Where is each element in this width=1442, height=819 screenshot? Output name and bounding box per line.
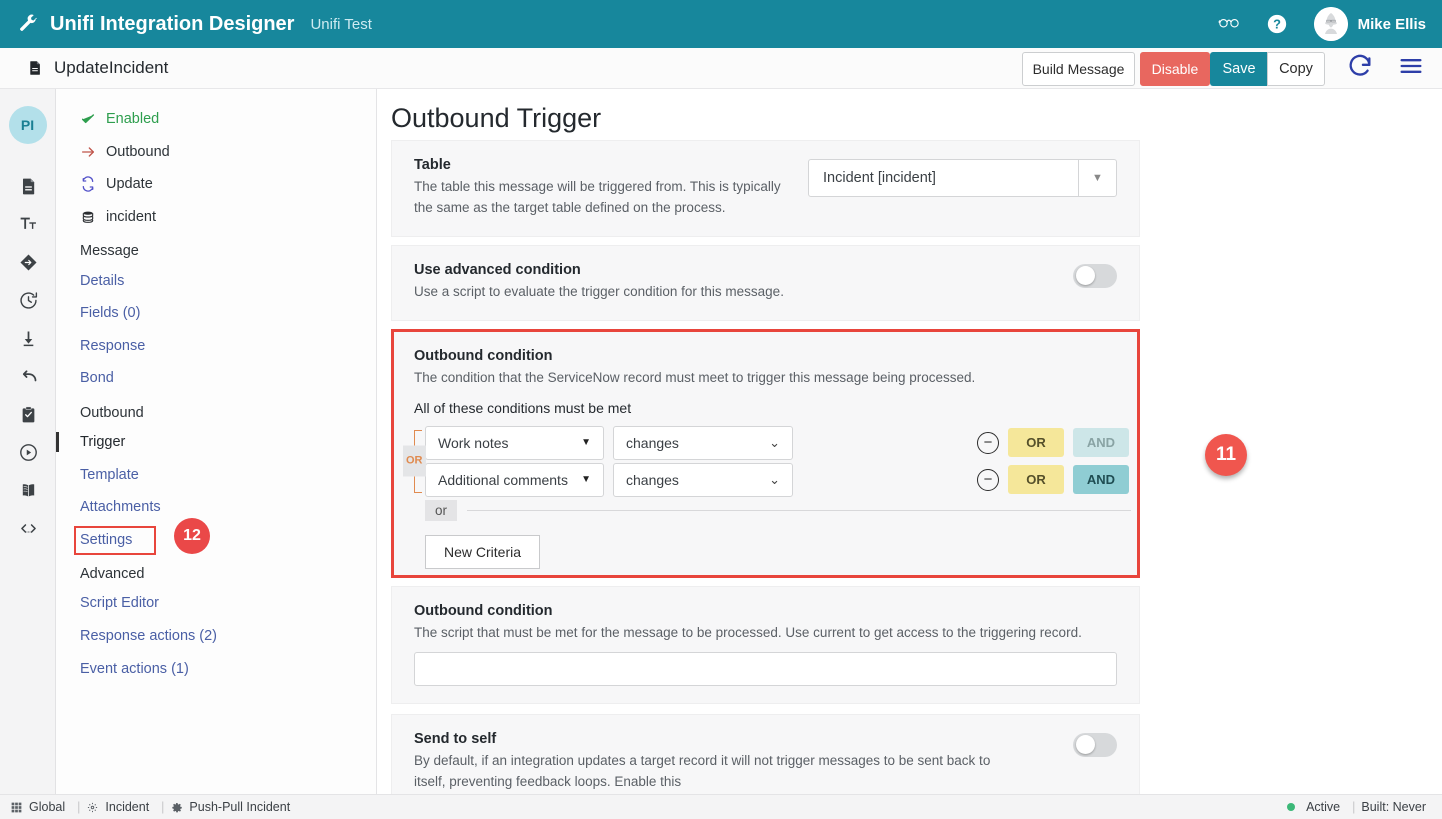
svg-text:?: ? <box>1273 17 1281 32</box>
